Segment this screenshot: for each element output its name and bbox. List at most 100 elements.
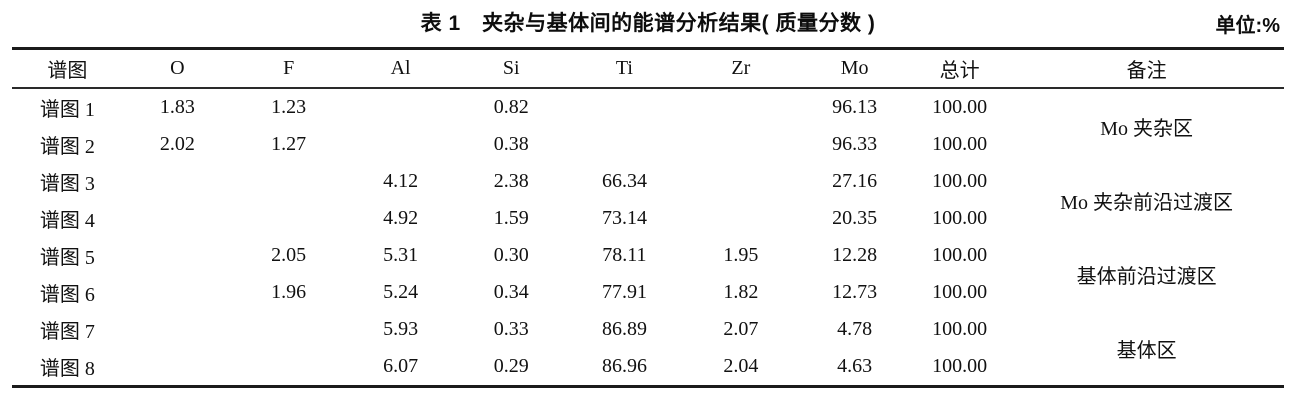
remark-cell: 基体前沿过渡区 — [1076, 265, 1217, 288]
cell-zr: 1.82 — [723, 281, 759, 303]
table-title: 表 1 夹杂与基体间的能谱分析结果( 质量分数 ) — [420, 12, 876, 35]
cell-ti: 73.14 — [601, 207, 647, 229]
cell-o — [123, 348, 232, 387]
cell-o — [123, 237, 232, 274]
column-header-f: F — [232, 48, 346, 89]
table-row: 谱图 2 2.02 1.27 0.38 96.33 100.00 — [12, 126, 1284, 163]
cell-o: 1.83 — [159, 96, 195, 118]
cell-total: 100.00 — [932, 355, 988, 377]
cell-spectrum-label: 谱图 1 — [39, 99, 95, 121]
table-row: 谱图 6 1.96 5.24 0.34 77.91 1.82 12.73 100… — [12, 274, 1284, 311]
cell-spectrum-label: 谱图 5 — [39, 247, 95, 269]
column-header-total: 总计 — [909, 48, 1010, 89]
cell-zr: 2.04 — [723, 355, 759, 377]
column-header-remark: 备注 — [1009, 48, 1284, 89]
cell-zr — [682, 88, 799, 126]
cell-ti — [567, 126, 683, 163]
cell-mo: 4.78 — [837, 318, 873, 340]
cell-mo: 96.33 — [832, 133, 878, 155]
cell-o — [123, 311, 232, 348]
cell-o — [123, 200, 232, 237]
remark-cell: 基体区 — [1116, 339, 1177, 362]
cell-spectrum-label: 谱图 8 — [39, 358, 95, 380]
remark-cell: Mo 夹杂前沿过渡区 — [1060, 191, 1233, 214]
cell-si: 0.30 — [493, 244, 529, 266]
cell-zr — [682, 126, 799, 163]
cell-total: 100.00 — [932, 207, 988, 229]
cell-mo: 27.16 — [832, 170, 878, 192]
cell-spectrum-label: 谱图 2 — [39, 136, 95, 158]
table-row: 谱图 5 2.05 5.31 0.30 78.11 1.95 12.28 100… — [12, 237, 1284, 288]
cell-f: 1.23 — [271, 96, 307, 118]
table-row: 谱图 3 4.12 2.38 66.34 27.16 100.00 Mo 夹杂前… — [12, 163, 1284, 214]
cell-f — [232, 311, 345, 348]
cell-o: 2.02 — [159, 133, 195, 155]
table-header: 谱图 O F Al Si Ti Zr Mo 总计 备注 — [12, 48, 1284, 89]
column-header-ti: Ti — [566, 48, 683, 89]
table-row: 谱图 8 6.07 0.29 86.96 2.04 4.63 100.00 — [12, 348, 1284, 387]
cell-mo: 12.73 — [832, 281, 878, 303]
cell-ti: 77.91 — [601, 281, 647, 303]
cell-si: 0.38 — [493, 133, 529, 155]
cell-si: 2.38 — [493, 170, 529, 192]
cell-mo: 4.63 — [837, 355, 873, 377]
table-row: 谱图 4 4.92 1.59 73.14 20.35 100.00 — [12, 200, 1284, 237]
cell-zr: 1.95 — [723, 244, 759, 266]
cell-al: 5.31 — [383, 244, 419, 266]
cell-mo: 20.35 — [832, 207, 878, 229]
cell-total: 100.00 — [932, 133, 988, 155]
cell-mo: 12.28 — [832, 244, 878, 266]
header-row: 谱图 O F Al Si Ti Zr Mo 总计 备注 — [12, 48, 1284, 89]
column-header-spectrum: 谱图 — [12, 48, 123, 89]
column-header-o: O — [122, 48, 233, 89]
cell-f — [232, 163, 345, 200]
cell-zr: 2.07 — [723, 318, 759, 340]
table-body: 谱图 1 1.83 1.23 0.82 96.13 100.00 Mo 夹杂区 … — [12, 88, 1284, 387]
cell-f — [232, 200, 345, 237]
cell-spectrum-label: 谱图 7 — [39, 321, 95, 343]
column-header-al: Al — [345, 48, 456, 89]
cell-o — [123, 163, 232, 200]
cell-al: 5.93 — [383, 318, 419, 340]
cell-total: 100.00 — [932, 170, 988, 192]
cell-o — [123, 274, 232, 311]
cell-al: 4.12 — [383, 170, 419, 192]
cell-spectrum-label: 谱图 3 — [39, 173, 95, 195]
cell-f: 2.05 — [271, 244, 307, 266]
column-header-mo: Mo — [799, 48, 910, 89]
cell-zr — [682, 200, 799, 237]
cell-si: 0.34 — [493, 281, 529, 303]
cell-al — [345, 126, 456, 163]
cell-ti: 86.89 — [601, 318, 647, 340]
cell-f: 1.27 — [271, 133, 307, 155]
column-header-zr: Zr — [682, 48, 800, 89]
cell-al: 6.07 — [383, 355, 419, 377]
cell-spectrum-label: 谱图 6 — [39, 284, 95, 306]
cell-mo: 96.13 — [832, 96, 878, 118]
cell-spectrum-label: 谱图 4 — [39, 210, 95, 232]
cell-ti: 66.34 — [601, 170, 647, 192]
cell-si: 0.82 — [493, 96, 529, 118]
column-header-si: Si — [455, 48, 567, 89]
remark-cell: Mo 夹杂区 — [1100, 117, 1193, 140]
table-row: 谱图 7 5.93 0.33 86.89 2.07 4.78 100.00 基体… — [12, 311, 1284, 362]
cell-si: 0.33 — [493, 318, 529, 340]
cell-f: 1.96 — [271, 281, 307, 303]
cell-ti: 78.11 — [602, 244, 647, 266]
cell-total: 100.00 — [932, 318, 988, 340]
cell-total: 100.00 — [932, 281, 988, 303]
cell-si: 0.29 — [493, 355, 529, 377]
cell-al: 4.92 — [383, 207, 419, 229]
cell-al — [345, 88, 456, 126]
cell-total: 100.00 — [932, 96, 988, 118]
cell-al: 5.24 — [383, 281, 419, 303]
cell-f — [232, 348, 345, 387]
table-caption-bar: 表 1 夹杂与基体间的能谱分析结果( 质量分数 ) 单位:% — [0, 0, 1296, 44]
cell-ti — [567, 88, 683, 126]
cell-total: 100.00 — [932, 244, 988, 266]
cell-si: 1.59 — [493, 207, 529, 229]
cell-ti: 86.96 — [601, 355, 647, 377]
unit-label: 单位:% — [1215, 15, 1280, 37]
eds-analysis-table: 谱图 O F Al Si Ti Zr Mo 总计 备注 谱图 1 1.83 1.… — [12, 47, 1284, 388]
